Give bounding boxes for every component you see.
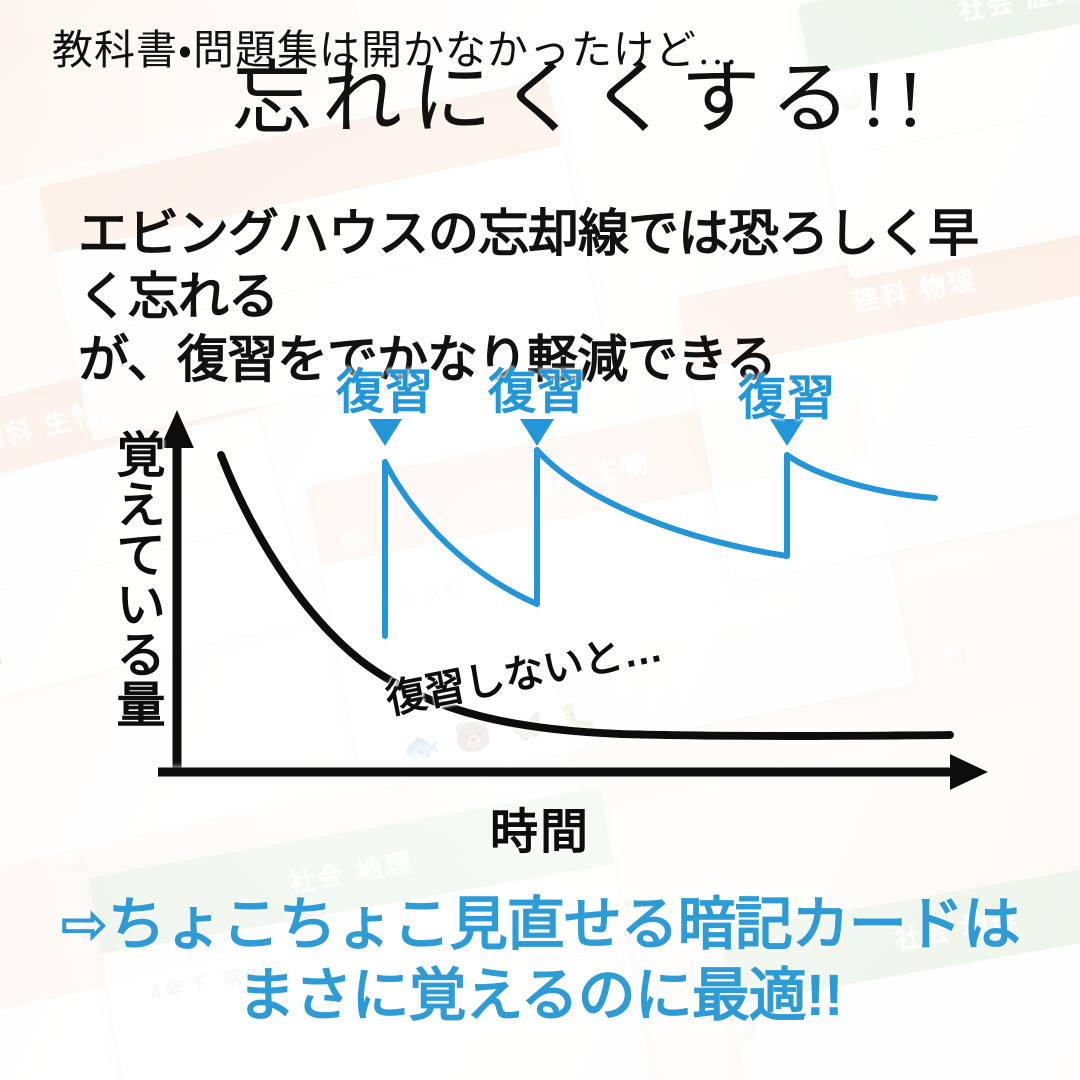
cta-block: ⇨ちょこちょこ見直せる暗記カードは まさに覚えるのに最適!! xyxy=(0,890,1080,1032)
review-label-3: 復習 xyxy=(737,372,837,425)
y-axis xyxy=(160,410,194,772)
page-title: 忘れにくくする!! xyxy=(232,56,934,144)
review-marker-triangle xyxy=(520,419,554,446)
review-label-1: 復習 xyxy=(335,366,435,419)
curve-with-review xyxy=(382,447,938,639)
review-marker-triangle xyxy=(770,419,804,446)
y-axis-label: 覚えている量 xyxy=(116,429,166,733)
review-label-2: 復習 xyxy=(487,366,587,419)
lede-paragraph: エビングハウスの忘却線では恐ろしく早く忘れる が、復習をでかなり軽減できる xyxy=(78,202,1008,392)
cta-line-2: まさに覚えるのに最適!! xyxy=(237,962,844,1028)
cta-line-1: ⇨ちょこちょこ見直せる暗記カードは xyxy=(60,892,1021,957)
kicker-text: 教科書・問題集は開かなかったけど… xyxy=(52,27,739,73)
review-markers xyxy=(368,419,804,446)
x-axis-label: 時間 xyxy=(489,806,590,859)
x-axis xyxy=(158,754,988,790)
lede-line-1: エビングハウスの忘却線では恐ろしく早く忘れる xyxy=(78,205,979,326)
curve-no-review xyxy=(217,451,954,740)
review-marker-triangle xyxy=(368,419,402,446)
lede-line-2: が、復習をでかなり軽減できる xyxy=(78,331,777,389)
